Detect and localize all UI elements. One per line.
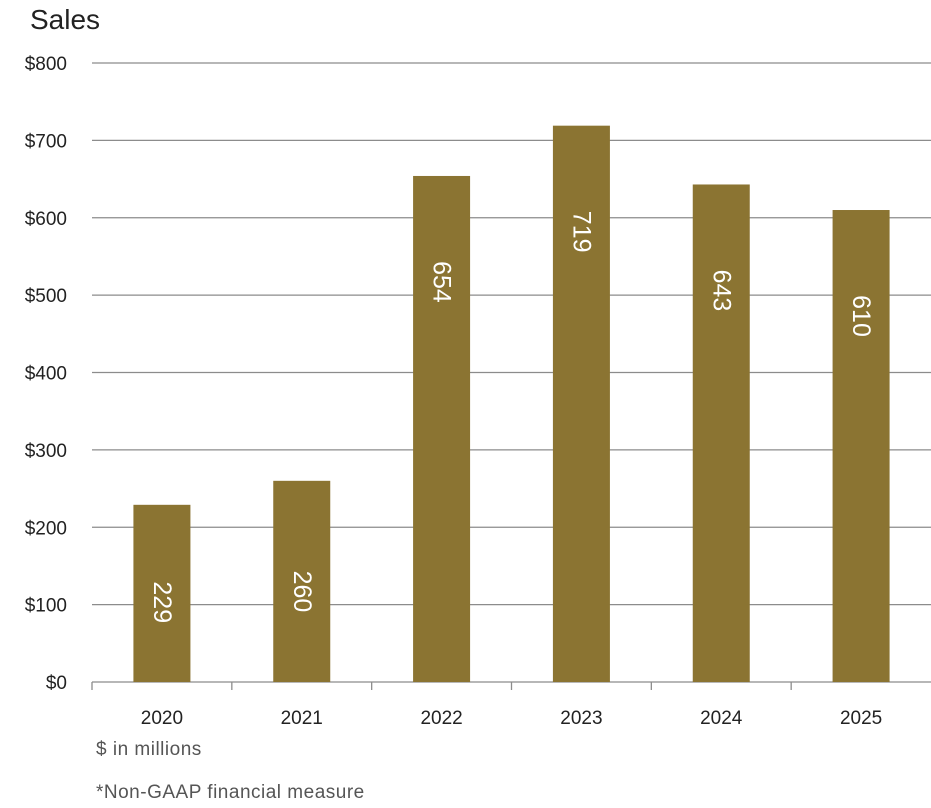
units-note: $ in millions	[96, 739, 202, 760]
bar	[552, 125, 610, 682]
bar-value-label: 643	[707, 270, 735, 312]
bar	[273, 480, 331, 682]
y-tick-label: $100	[25, 596, 67, 617]
bar	[832, 210, 890, 682]
y-tick-label: $300	[25, 441, 67, 462]
y-tick-label: $200	[25, 518, 67, 539]
bar-value-label: 654	[428, 261, 456, 303]
bar	[413, 175, 471, 682]
y-tick-label: $800	[25, 54, 67, 75]
x-tick-label: 2024	[700, 708, 743, 729]
x-tick-label: 2022	[420, 708, 462, 729]
y-tick-label: $700	[25, 131, 67, 152]
x-tick-label: 2021	[281, 708, 323, 729]
bar-value-label: 610	[847, 295, 875, 337]
x-tick-label: 2020	[141, 708, 183, 729]
x-tick-label: 2025	[840, 708, 882, 729]
bar	[692, 184, 750, 682]
chart-title: Sales	[30, 4, 101, 35]
bar	[133, 504, 191, 682]
x-tick-label: 2023	[560, 708, 602, 729]
y-tick-label: $500	[25, 286, 67, 307]
y-tick-label: $600	[25, 209, 67, 230]
bar-value-label: 229	[148, 581, 176, 623]
footnote: *Non-GAAP financial measure	[96, 782, 365, 803]
chart-plot: $0 $100 $200 $300 $400 $500 $600 $700 $800 229 202…	[25, 54, 931, 729]
bar-value-label: 260	[288, 571, 316, 613]
y-tick-label: $0	[46, 673, 67, 694]
bar-value-label: 719	[567, 211, 595, 253]
y-tick-label: $400	[25, 364, 67, 385]
